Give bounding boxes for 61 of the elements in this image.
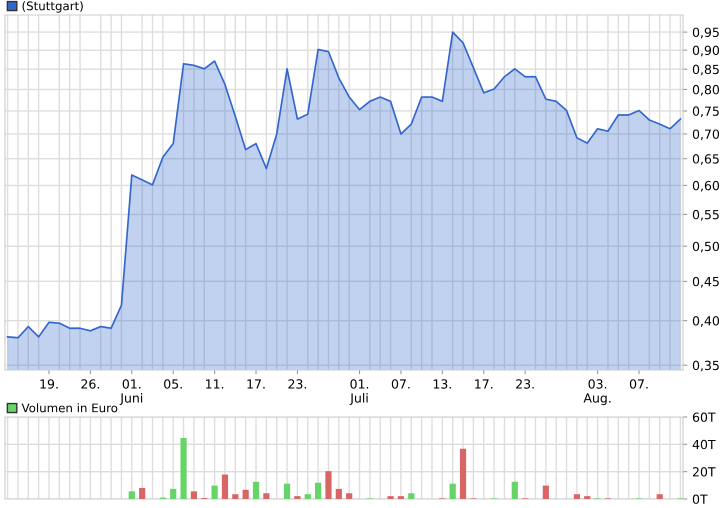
bar xyxy=(387,496,394,499)
y-tick-label: 0,50 xyxy=(692,242,720,252)
y-tick-label: 0,90 xyxy=(692,46,720,56)
y-tick-label: 0,45 xyxy=(692,276,719,288)
y-tick-label: 0,65 xyxy=(692,154,719,165)
bar xyxy=(242,490,249,499)
y-tick-label: 0,75 xyxy=(692,106,719,118)
bar xyxy=(212,486,218,499)
bar xyxy=(460,448,466,499)
bar xyxy=(584,496,590,499)
y-tick-label: 60T xyxy=(692,412,716,422)
x-tick-label: 17. xyxy=(475,379,492,389)
x-tick-label: 23. xyxy=(288,379,306,389)
legend-label: (Stuttgart) xyxy=(22,1,83,13)
bar xyxy=(325,471,332,499)
x-tick-label: 11. xyxy=(206,379,224,389)
y-tick-label: 0,55 xyxy=(692,210,719,221)
y-tick-label: 0T xyxy=(692,494,708,504)
bar xyxy=(512,482,518,499)
bar xyxy=(304,494,311,499)
bar xyxy=(284,484,290,499)
bar xyxy=(336,488,342,499)
x-tick-label: 26. xyxy=(81,379,99,389)
bar xyxy=(574,494,580,499)
y-tick-label: 0,95 xyxy=(692,28,719,38)
x-tick-label: 01. Juli xyxy=(350,379,368,406)
bar xyxy=(450,484,456,499)
x-tick-label: 07. xyxy=(392,379,410,389)
y-tick-label: 0,35 xyxy=(692,360,719,372)
y-tick-label: 0,85 xyxy=(692,64,719,76)
bar xyxy=(398,496,404,499)
x-tick-label: 07. xyxy=(630,379,648,389)
bar xyxy=(542,486,549,499)
bar xyxy=(222,474,228,499)
bar xyxy=(346,493,352,499)
y-tick-label: 0,40 xyxy=(692,316,720,327)
y-tick-label: 0,80 xyxy=(692,84,720,96)
x-tick-label: 05. xyxy=(164,379,182,389)
bar xyxy=(252,482,260,499)
x-tick-label: 01. Juni xyxy=(120,379,142,406)
x-tick-label: 19. xyxy=(40,379,58,389)
bar xyxy=(315,482,322,499)
bar xyxy=(294,496,301,499)
y-tick-label: 20T xyxy=(692,467,716,477)
bar xyxy=(170,488,176,499)
bar xyxy=(180,438,187,499)
x-tick-label: 03. Aug. xyxy=(584,379,610,406)
x-tick-label: 17. xyxy=(247,379,265,389)
y-tick-label: 0,70 xyxy=(692,129,720,140)
bar xyxy=(263,493,270,499)
x-tick-label: 23. xyxy=(516,379,534,389)
bar xyxy=(190,491,198,499)
x-tick-label: 13. xyxy=(434,379,451,389)
y-tick-label: 40T xyxy=(692,440,716,450)
y-tick-label: 0,60 xyxy=(692,180,720,192)
bar xyxy=(656,494,663,499)
bar xyxy=(128,491,135,499)
bar xyxy=(232,494,238,499)
bar xyxy=(408,493,414,499)
legend-label: Volumen in Euro xyxy=(22,403,118,412)
bar xyxy=(139,488,146,499)
